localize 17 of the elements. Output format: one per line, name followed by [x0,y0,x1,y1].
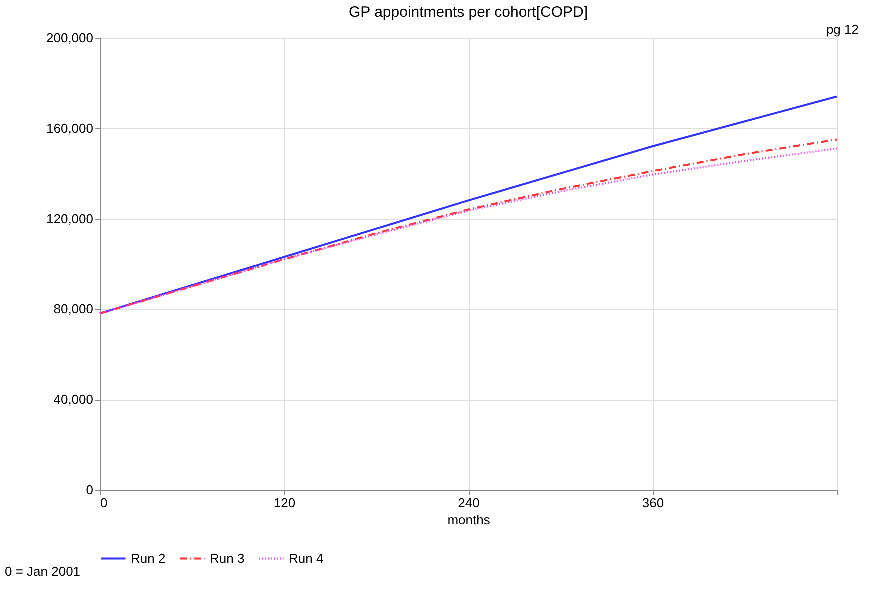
y-tick-label: 200,000 [46,30,94,46]
y-tick-label: 160,000 [46,120,94,136]
x-axis-title: months [448,512,491,528]
x-tick-label: 120 [274,496,296,510]
y-tick-label: 120,000 [46,211,94,226]
x-tick-label: 240 [458,496,480,510]
legend-label: Run 4 [289,550,324,566]
text: pg 12 [826,22,859,37]
chart-title: GP appointments per cohort[COPD] [348,4,588,21]
legend-label: Run 3 [210,550,245,566]
y-tick-label: 80,000 [54,302,94,317]
x-tick-label: 360 [642,496,664,510]
y-tick-label: 0 [86,482,94,498]
x-tick-label: 0 [100,496,108,510]
y-tick-label: 40,000 [54,392,94,408]
legend-label: Run 2 [131,550,166,566]
text: 0 = Jan 2001 [5,564,81,579]
